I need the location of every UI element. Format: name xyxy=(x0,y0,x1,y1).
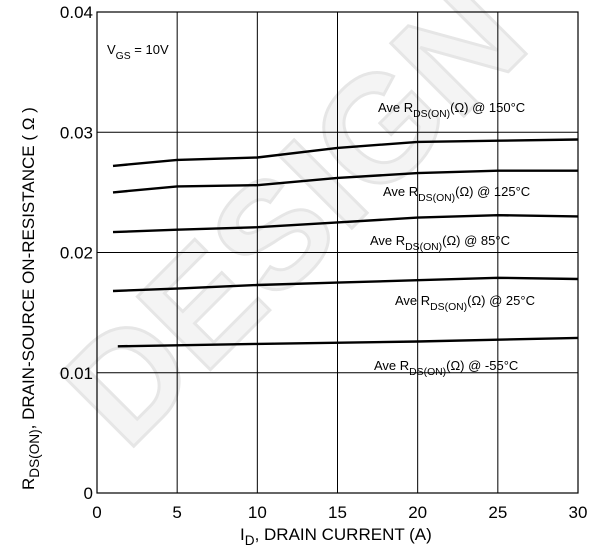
line xyxy=(117,336,579,348)
y-axis-label-part: R xyxy=(19,478,38,490)
series-label-part: (Ω) @ 150°C xyxy=(450,100,525,115)
series-label-part: (Ω) @ 85°C xyxy=(442,233,510,248)
series-label-part: DS(ON) xyxy=(418,193,455,204)
y-tick-label: 0.04 xyxy=(60,3,93,22)
annotation-part: = 10V xyxy=(131,42,169,57)
line xyxy=(112,213,579,234)
series-label: Ave RDS(ON)(Ω) @ 150°C xyxy=(378,100,525,120)
x-tick-label: 25 xyxy=(488,503,507,522)
y-axis-label: RDS(ON), DRAIN-SOURCE ON-RESISTANCE ( Ω … xyxy=(19,107,42,490)
y-tick-label: 0 xyxy=(84,484,93,503)
y-tick-label: 0.01 xyxy=(60,364,93,383)
x-axis-label-part: I xyxy=(240,525,245,544)
series-label-part: DS(ON) xyxy=(430,302,467,313)
x-tick-label: 20 xyxy=(408,503,427,522)
line xyxy=(112,276,579,293)
annotation: VGS = 10V xyxy=(107,42,169,62)
series-label: Ave RDS(ON)(Ω) @ -55°C xyxy=(374,358,518,378)
y-axis-label-part: DS(ON) xyxy=(27,429,42,477)
annotation-part: GS xyxy=(116,51,131,62)
series-label-part: Ave R xyxy=(378,100,413,115)
x-axis-label-part: , DRAIN CURRENT (A) xyxy=(255,525,432,544)
series-label: Ave RDS(ON)(Ω) @ 85°C xyxy=(370,233,510,253)
x-tick-label: 5 xyxy=(172,503,181,522)
x-tick-label: 0 xyxy=(92,503,101,522)
y-tick-label: 0.02 xyxy=(60,244,93,263)
y-tick-label: 0.03 xyxy=(60,123,93,142)
series-label-part: DS(ON) xyxy=(409,367,446,378)
series-label-part: (Ω) @ 25°C xyxy=(467,293,535,308)
series-label-part: DS(ON) xyxy=(413,109,450,120)
x-tick-label: 15 xyxy=(328,503,347,522)
series-label: Ave RDS(ON)(Ω) @ 25°C xyxy=(395,293,535,313)
series-label-part: DS(ON) xyxy=(405,242,442,253)
y-axis-label-part: , DRAIN-SOURCE ON-RESISTANCE ( Ω ) xyxy=(19,107,38,429)
annotation-part: V xyxy=(107,42,116,57)
series-label-part: Ave R xyxy=(383,184,418,199)
line xyxy=(112,169,578,194)
series-label-part: (Ω) @ -55°C xyxy=(446,358,518,373)
plot-border xyxy=(96,11,579,494)
x-axis-label-part: D xyxy=(245,533,255,545)
x-tick-label: 30 xyxy=(569,503,588,522)
x-tick-label: 10 xyxy=(248,503,267,522)
series-label: Ave RDS(ON)(Ω) @ 125°C xyxy=(383,184,530,204)
series-label-part: Ave R xyxy=(374,358,409,373)
x-axis-label: ID, DRAIN CURRENT (A) xyxy=(240,525,432,545)
series-label-part: Ave R xyxy=(370,233,405,248)
line xyxy=(112,138,579,168)
series-label-part: (Ω) @ 125°C xyxy=(455,184,530,199)
series-label-part: Ave R xyxy=(395,293,430,308)
